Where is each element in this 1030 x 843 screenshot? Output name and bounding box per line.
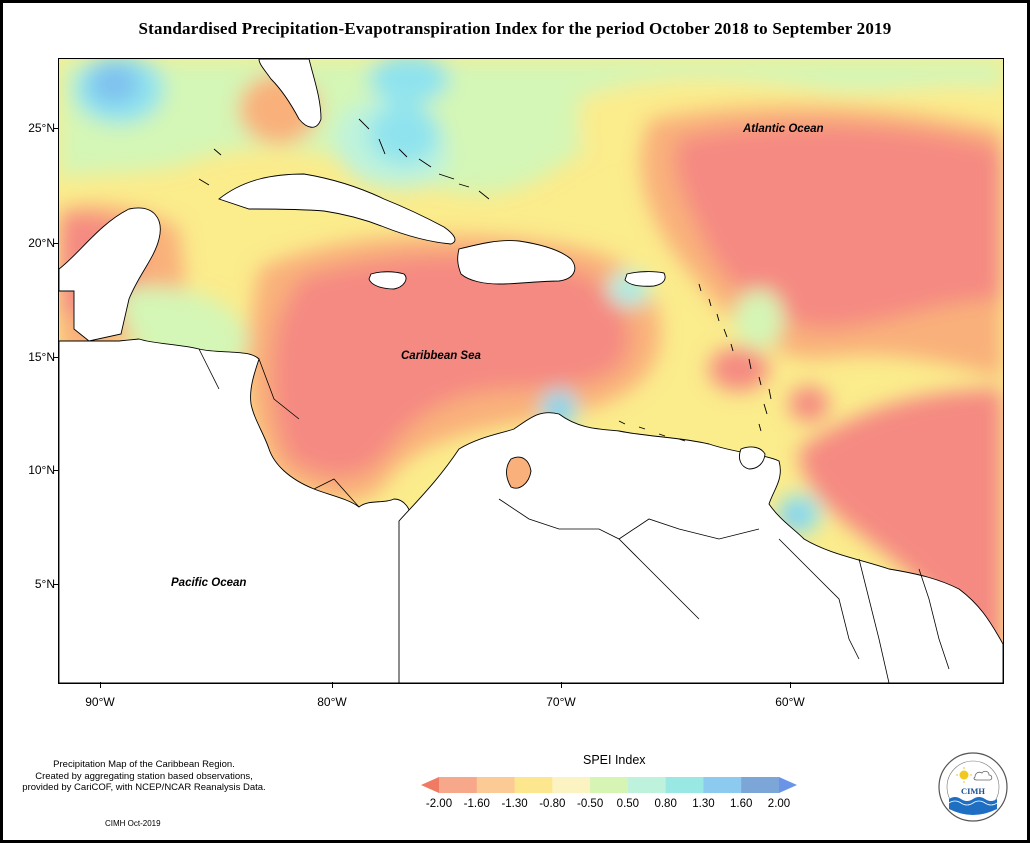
notes-line: Precipitation Map of the Caribbean Regio… (53, 759, 235, 770)
legend-tick-label: 0.50 (616, 798, 640, 810)
pacific-ocean-label: Pacific Ocean (171, 577, 247, 589)
legend-title: SPEI Index (583, 753, 646, 767)
map-credit: CIMH Oct-2019 (105, 819, 161, 828)
legend-tick-label: 2.00 (767, 798, 791, 810)
cimh-logo-icon: CIMH (938, 752, 1008, 822)
lon-label-60w: 60°W (775, 695, 805, 709)
central-america-land (59, 338, 440, 683)
lat-tick (53, 128, 58, 129)
legend-segment (703, 777, 742, 793)
trinidad-land (738, 446, 766, 470)
lon-label-80w: 80°W (317, 695, 347, 709)
legend-tick-label: -1.60 (463, 798, 490, 810)
lat-tick (53, 243, 58, 244)
lat-label-25n: 25°N (28, 121, 55, 135)
legend-tick-label: 0.80 (654, 798, 677, 810)
lat-tick (53, 584, 58, 585)
map-notes: Precipitation Map of the Caribbean Regio… (9, 759, 279, 794)
atlantic-ocean-label: Atlantic Ocean (743, 123, 824, 135)
lat-tick (53, 470, 58, 471)
legend-segment (552, 777, 591, 793)
lon-tick (100, 682, 101, 688)
legend-segment (514, 777, 553, 793)
legend-arrow-left (421, 777, 439, 793)
lat-label-20n: 20°N (28, 236, 55, 250)
legend-colorbar (421, 777, 797, 793)
lat-label-10n: 10°N (28, 463, 55, 477)
legend-segment (590, 777, 629, 793)
legend-tick-label: 1.60 (730, 798, 753, 810)
legend-tick-label: -1.30 (501, 798, 528, 810)
country-borders (198, 348, 950, 683)
notes-line: provided by CariCOF, with NCEP/NCAR Rean… (22, 782, 266, 793)
map-title: Standardised Precipitation-Evapotranspir… (138, 19, 892, 38)
puerto-rico-land (624, 271, 666, 287)
legend-segment (665, 777, 704, 793)
caribbean-sea-label: Caribbean Sea (401, 350, 481, 362)
legend-tick-label: -0.50 (577, 798, 604, 810)
legend-segment (741, 777, 780, 793)
lat-tick (53, 357, 58, 358)
legend-segment (627, 777, 667, 793)
logo-text: CIMH (961, 786, 985, 796)
legend-tick-labels: -2.00 -1.60 -1.30 -0.80 -0.50 0.50 0.80 1.30 1.6… (421, 798, 797, 812)
legend-tick-label: -0.80 (539, 798, 566, 810)
hispaniola-land (457, 240, 576, 285)
notes-line: Created by aggregating station based obs… (35, 770, 253, 782)
florida-land (258, 59, 322, 128)
spei-map-svg (59, 59, 1003, 683)
lon-tick (561, 682, 562, 688)
legend-tick-label: -2.00 (425, 798, 453, 810)
lon-tick (790, 682, 791, 688)
lat-label-5n: 5°N (34, 577, 55, 591)
lake-maracaibo (506, 456, 532, 489)
lon-label-70w: 70°W (546, 695, 576, 709)
small-islands (198, 118, 772, 442)
legend-arrow-right (779, 777, 797, 793)
legend-segment (476, 777, 516, 793)
cuba-land (218, 173, 456, 245)
jamaica-land (368, 271, 407, 290)
lon-tick (332, 682, 333, 688)
legend-tick-label: 1.30 (692, 798, 715, 810)
land-masses (59, 59, 1003, 683)
lon-label-90w: 90°W (85, 695, 115, 709)
yucatan-land (59, 207, 161, 342)
lat-label-15n: 15°N (28, 350, 55, 364)
legend-segment (439, 777, 478, 793)
spei-map (58, 58, 1004, 684)
